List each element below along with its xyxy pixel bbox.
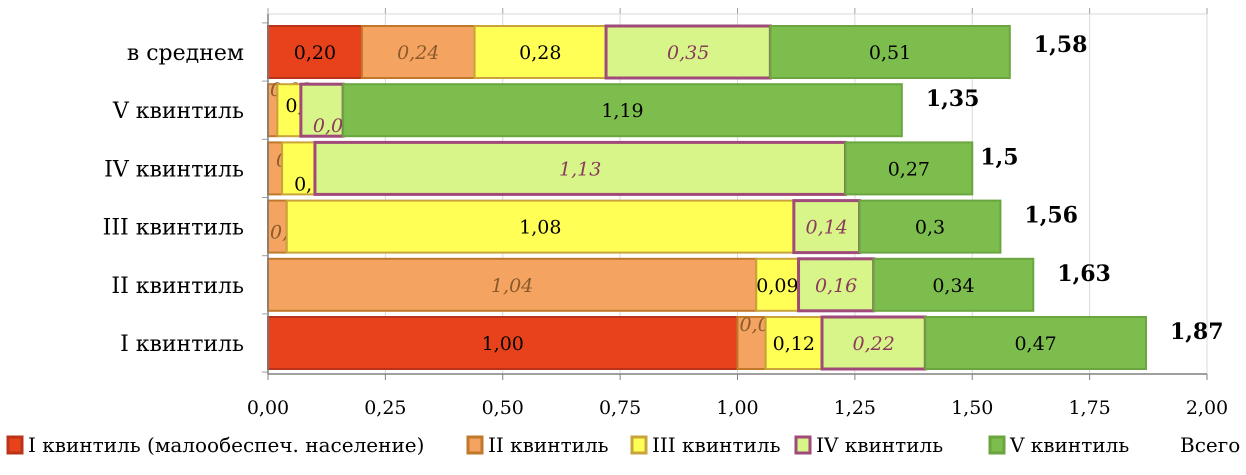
x-tick-label: 0,00 [247, 397, 289, 419]
segment-label: 1,08 [519, 217, 561, 239]
category-label: II квинтиль [111, 274, 244, 299]
x-tick-label: 1,75 [1068, 397, 1110, 419]
bar-segment [285, 199, 795, 254]
category-label: IV квинтиль [104, 157, 244, 182]
category-label: V квинтиль [112, 99, 244, 124]
total-label: 1,5 [980, 144, 1018, 170]
legend: I квинтиль (малообеспеч. население) II кв… [6, 433, 1240, 457]
legend-label: II квинтиль [488, 433, 609, 457]
bar-segment [769, 25, 1011, 79]
bar-segment [736, 316, 767, 370]
bar-segment [872, 257, 1035, 312]
x-tick-label: 1,25 [834, 397, 876, 419]
category-label: III квинтиль [103, 216, 244, 241]
segment-label: 0,24 [397, 42, 439, 64]
legend-swatch [630, 435, 648, 455]
segment-label: 0,09 [756, 275, 798, 297]
legend-label: IV квинтиль [816, 433, 943, 457]
bar-segment [764, 316, 824, 370]
total-label: 1,63 [1057, 261, 1111, 287]
total-label: 1,56 [1024, 203, 1078, 229]
segment-label: 0,28 [519, 42, 561, 64]
segment-label: 0,14 [806, 217, 848, 239]
legend-swatch [6, 435, 24, 455]
segment-label: 0,47 [1014, 333, 1056, 355]
legend-label: III квинтиль [652, 433, 781, 457]
segment-label: 0,51 [869, 42, 911, 64]
legend-swatch [988, 435, 1006, 455]
segment-label: 0,35 [667, 42, 709, 64]
segment-label: 1,13 [559, 158, 601, 180]
bars: 0,200,240,280,350,511,580,020,050,091,19… [267, 24, 1224, 371]
legend-label: V квинтиль [1009, 433, 1129, 457]
bar-segment [473, 25, 608, 79]
bar-segment [792, 199, 862, 255]
x-tick-label: 0,75 [599, 397, 641, 419]
x-tick-label: 1,00 [716, 397, 758, 419]
bar-segment [858, 199, 1002, 254]
segment-label: 1,19 [601, 100, 643, 122]
segment-label: 0,22 [852, 333, 894, 355]
bar-segment [844, 141, 974, 196]
segment-label: 0,3 [915, 217, 945, 239]
category-labels: в среднем V квинтиль IV квинтиль III квинти… [103, 41, 244, 357]
bar-segment [267, 257, 758, 312]
segment-label: 1,04 [491, 275, 533, 297]
x-tick-label: 1,50 [951, 397, 993, 419]
bar-segment [342, 83, 903, 138]
bar-segment [797, 257, 876, 313]
x-axis: 0,00 0,25 0,50 0,75 1,00 1,25 1,50 1,75 2,00 [247, 14, 1228, 419]
bar-segment [267, 25, 363, 79]
bar-segment [755, 257, 800, 312]
segment-label: 0,20 [294, 42, 336, 64]
legend-swatch [794, 435, 812, 455]
legend-label-total: Всего [1180, 433, 1240, 457]
x-tick-label: 0,25 [364, 397, 406, 419]
bar-segment [924, 316, 1147, 370]
legend-swatch [466, 435, 484, 455]
segment-label: 0,34 [932, 275, 974, 297]
total-label: 1,87 [1170, 319, 1224, 345]
segment-label: 0,27 [888, 158, 930, 180]
total-label: 1,35 [926, 86, 980, 112]
x-tick-label: 2,00 [1186, 397, 1228, 419]
total-label: 1,58 [1034, 32, 1088, 58]
category-label: I квинтиль [120, 332, 244, 357]
legend-label: I квинтиль (малообеспеч. население) [28, 433, 424, 457]
segment-label: 0,16 [815, 275, 857, 297]
bar-segment [604, 24, 772, 80]
bar-segment [360, 25, 476, 79]
segment-label: 1,00 [482, 333, 524, 355]
x-tick-label: 0,50 [482, 397, 524, 419]
category-label: в среднем [127, 41, 244, 66]
segment-label: 0,12 [773, 333, 815, 355]
